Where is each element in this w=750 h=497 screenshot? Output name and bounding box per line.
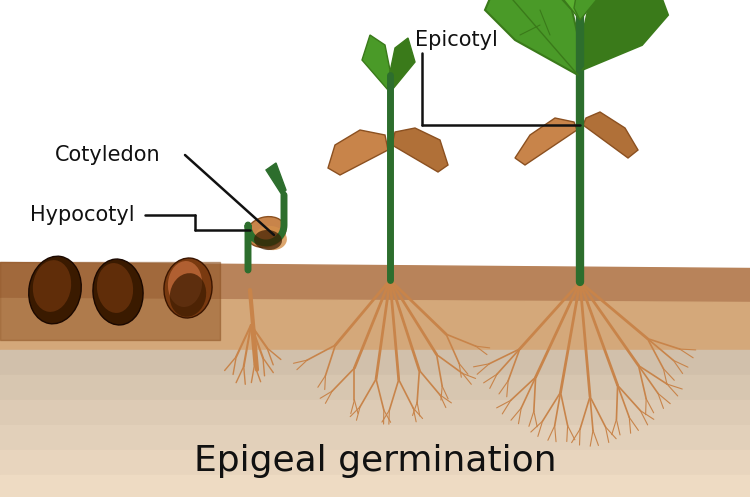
Polygon shape	[266, 163, 286, 195]
Ellipse shape	[168, 261, 202, 307]
Polygon shape	[515, 118, 577, 165]
Ellipse shape	[97, 263, 133, 313]
Ellipse shape	[254, 230, 282, 250]
Polygon shape	[574, 0, 598, 20]
Polygon shape	[328, 130, 388, 175]
Text: Epicotyl: Epicotyl	[415, 30, 498, 50]
Polygon shape	[390, 38, 415, 90]
Polygon shape	[485, 0, 580, 75]
Polygon shape	[362, 35, 390, 90]
Polygon shape	[392, 128, 448, 172]
Ellipse shape	[93, 259, 143, 325]
Ellipse shape	[33, 260, 71, 312]
Ellipse shape	[170, 273, 206, 317]
Text: Cotyledon: Cotyledon	[55, 145, 160, 165]
Polygon shape	[580, 0, 668, 70]
Text: Epigeal germination: Epigeal germination	[194, 444, 556, 478]
Polygon shape	[560, 0, 588, 20]
Polygon shape	[583, 112, 638, 158]
Ellipse shape	[28, 256, 81, 324]
Ellipse shape	[255, 226, 287, 250]
Ellipse shape	[164, 258, 212, 318]
Text: Hypocotyl: Hypocotyl	[30, 205, 135, 225]
Ellipse shape	[246, 217, 286, 248]
